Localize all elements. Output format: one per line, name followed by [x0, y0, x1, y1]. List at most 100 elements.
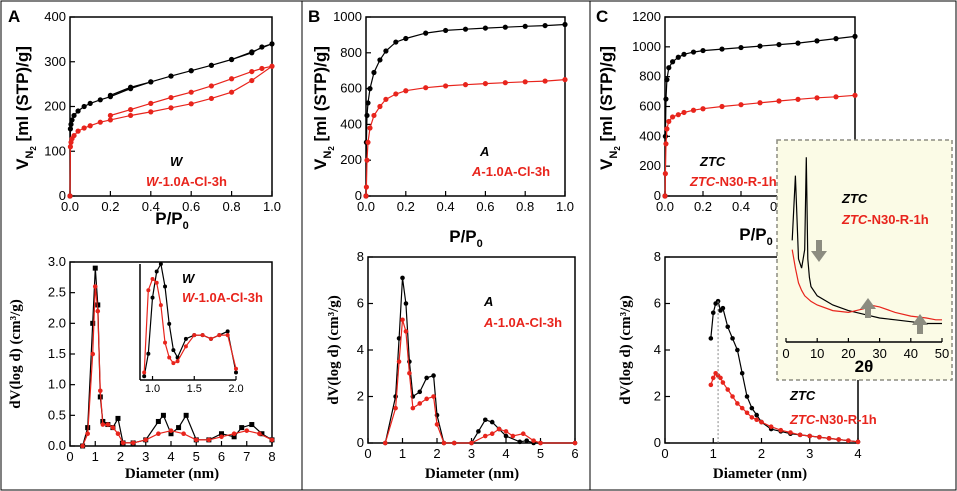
c-psd-ztcn-point [778, 427, 784, 433]
a-psd-wcl-point [80, 443, 85, 449]
c-iso-ytick-label: 200 [639, 158, 661, 173]
b-psd-acl-point [503, 429, 509, 434]
b-iso-acl-point [365, 139, 371, 145]
a-psd-wcl-point [130, 440, 136, 446]
c-iso-ztc-point [795, 40, 801, 46]
b-iso-ytick-label: 0 [355, 188, 362, 203]
a-inset-wcl-point [200, 333, 205, 338]
b-psd-legend-a: A [483, 294, 493, 309]
b-iso-a-point [377, 57, 383, 63]
c-psd-ztc-point [725, 324, 731, 330]
a-iso-w-point [81, 103, 87, 110]
a-psd-wcl-point [95, 308, 101, 314]
a-inset-w-point [167, 321, 172, 326]
a-psd-wcl-line [82, 286, 273, 447]
c-psd-xtick-label: 4 [854, 446, 861, 461]
a-iso-wcl-point [97, 119, 103, 125]
c-iso-ztc-point [833, 36, 839, 42]
b-iso-a-point [423, 30, 429, 36]
b-iso-ytick-label: 600 [340, 81, 362, 96]
a-iso-ytick-label: 100 [44, 143, 66, 158]
b-psd-a-line [384, 277, 575, 444]
c-xrd-ztc-line [791, 157, 942, 325]
c-iso-ztcn-point [795, 96, 801, 102]
a-psd-wcl-point [206, 437, 212, 443]
a-psd-wcl-point [181, 431, 186, 437]
a-psd-xtick-label: 2 [117, 449, 124, 464]
c-xrd-arrow-down-head [811, 251, 827, 262]
b-iso-acl-point [482, 80, 488, 87]
a-iso-wcl-point [107, 112, 113, 119]
b-psd-acl-point [393, 405, 398, 411]
a-iso-wcl-point [148, 109, 154, 115]
c-iso-ztc-point [814, 38, 820, 44]
c-iso-ztc-point [681, 51, 687, 57]
b-iso-xtick-label: 0.6 [476, 199, 494, 214]
c-xrd-arrow-down [811, 240, 827, 262]
c-psd-ztcn-point [768, 424, 774, 430]
c-psd-ztc-point [710, 310, 716, 316]
a-iso-wcl-point [67, 144, 74, 150]
b-iso-a-point [393, 39, 399, 45]
b-psd-acl-point [531, 438, 536, 443]
a-iso-wcl-point [168, 94, 174, 101]
a-iso-xtick-label: 0.0 [61, 199, 79, 214]
b-iso-xtick-label: 1.0 [556, 199, 574, 214]
a-iso-ylabel: VN2 [ml (STP)/g] [13, 46, 38, 170]
a-iso-wcl-point [188, 101, 194, 107]
b-psd-a-point [396, 336, 402, 341]
c-psd-ztcn-point [718, 375, 723, 381]
b-psd-acl-point [520, 431, 526, 437]
c-psd-ztcn-line [710, 372, 859, 443]
b-psd-xtick-label: 3 [468, 446, 475, 461]
c-iso-ytick-label: 600 [639, 99, 661, 114]
b-iso-legend-acl: A-1.0A-Cl-3h [471, 164, 550, 179]
b-psd-acl-point [417, 401, 423, 406]
a-inset-wcl-point [154, 280, 159, 285]
b-iso-a-point [367, 86, 373, 92]
a-psd-xtick-label: 3 [142, 449, 149, 464]
a-iso-wcl-point [75, 128, 81, 134]
a-psd-w-point [115, 415, 121, 421]
a-iso-w-point [249, 50, 255, 56]
a-psd-wcl-point [257, 431, 262, 437]
b-psd-a-point [524, 438, 529, 443]
c-iso-ztcn-point [776, 98, 782, 104]
a-iso-ytick-label: 200 [44, 99, 66, 114]
b-psd-a-point [424, 375, 429, 381]
b-iso-a-point [522, 23, 528, 29]
c-psd-xtick-label: 3 [806, 446, 813, 461]
c-psd-ztc-point [739, 370, 745, 376]
a-iso-w-point [188, 68, 194, 74]
c-psd-xtick-label: 1 [710, 446, 717, 461]
a-psd-wcl-point [92, 284, 98, 289]
a-iso-w-point [67, 126, 74, 132]
a-iso-wcl-point [208, 83, 214, 89]
a-iso-wcl-point [188, 89, 194, 95]
b-iso-ytick-label: 400 [340, 116, 362, 131]
b-psd-a-point [431, 373, 436, 378]
c-psd-ylabel: dV(log d) (cm³/g) [618, 295, 634, 404]
b-psd-acl-point [424, 396, 429, 402]
a-psd-wcl-point [98, 388, 103, 394]
c-xrd-xtick-label: 20 [841, 346, 855, 361]
b-iso-acl-point [383, 96, 389, 102]
c-psd-ztcn-point [846, 438, 851, 443]
c-psd-legend-ztcn: ZTC-N30-R-1h [789, 412, 877, 427]
b-iso-a-point [383, 48, 389, 54]
a-inset-w-point [150, 295, 155, 300]
c-iso-ztcn-point [833, 94, 839, 100]
a-iso-xtick-label: 0.4 [142, 199, 160, 214]
b-iso-acl-point [423, 85, 429, 91]
c-psd-ztcn-point [836, 437, 841, 442]
c-psd-ztcn-point [788, 430, 793, 435]
c-psd-ytick-label: 6 [654, 296, 661, 311]
b-iso-ytick-label: 1000 [333, 9, 362, 24]
a-iso-wcl-point [229, 89, 235, 95]
b-psd-a-point [476, 429, 481, 434]
c-xrd-arrow-up-1 [860, 298, 876, 318]
a-psd-xtick-label: 6 [218, 449, 225, 464]
b-psd-acl-point [396, 359, 402, 364]
c-iso-xtick-label: 0.0 [656, 199, 674, 214]
a-psd-ytick-label: 1.5 [48, 346, 66, 361]
